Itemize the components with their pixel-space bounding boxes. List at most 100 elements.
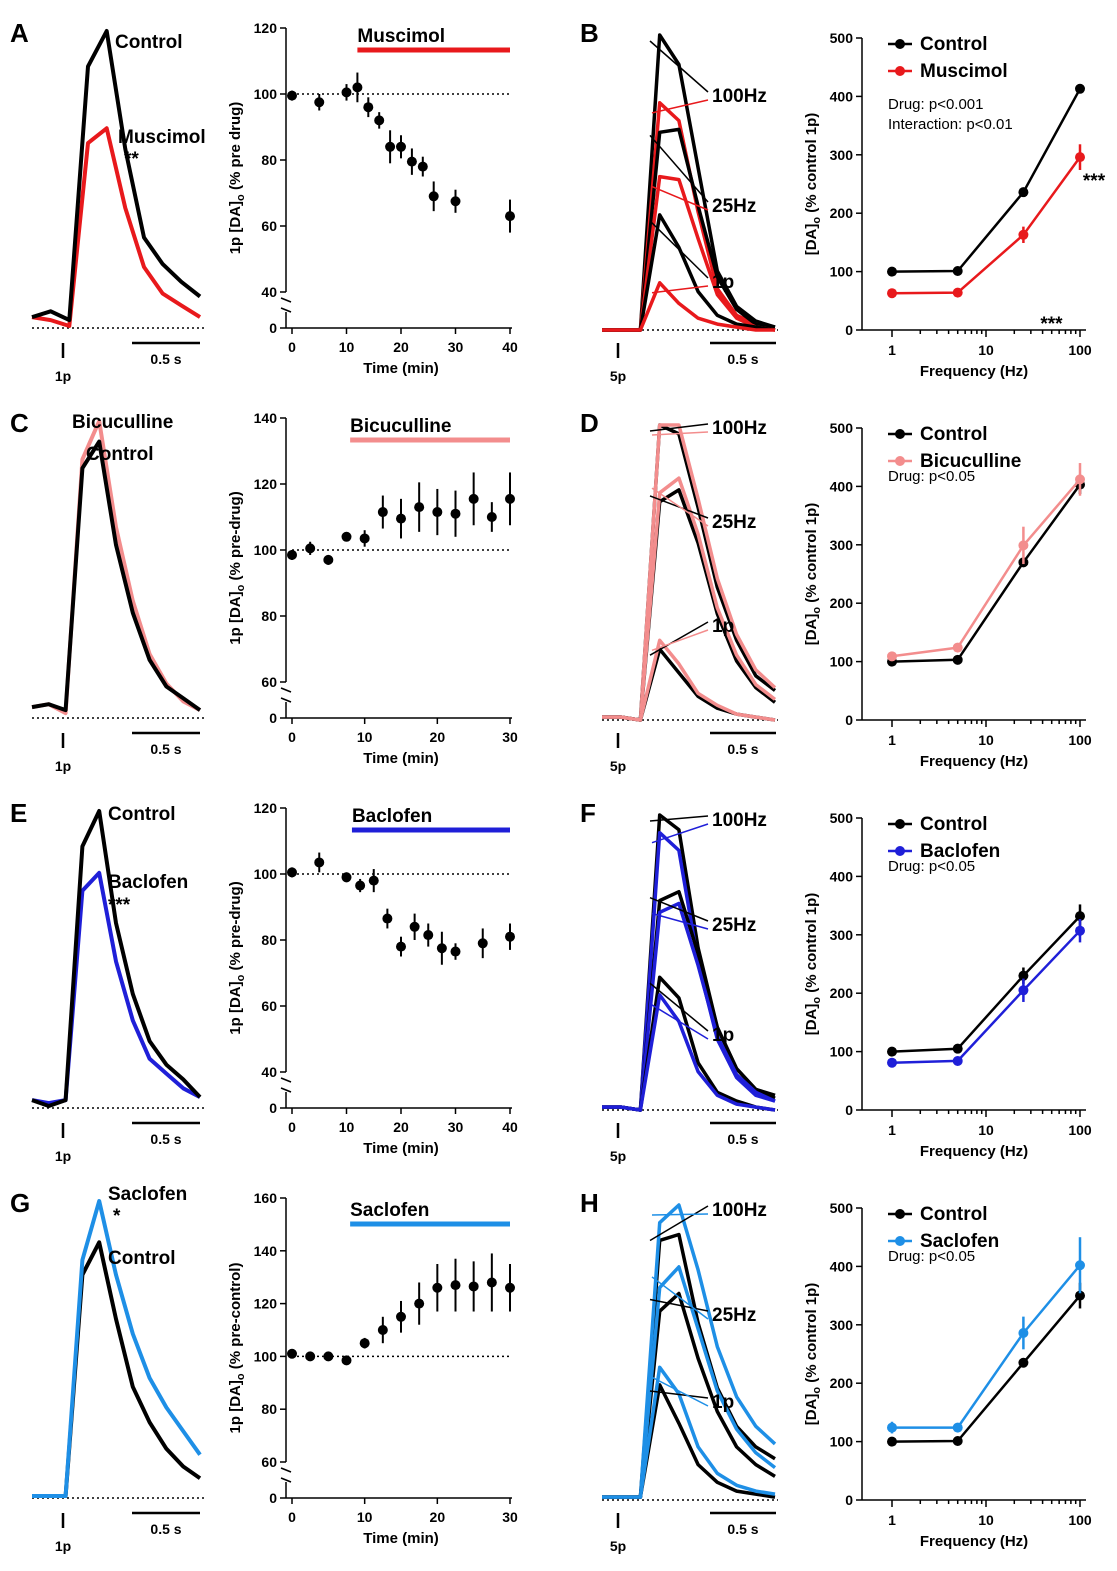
- trace5-drug-1p: [602, 1365, 776, 1499]
- timecourse-point: [505, 931, 515, 942]
- trace1-drug-label: Muscimol: [118, 127, 206, 148]
- ylabel-subscript: o: [811, 1387, 823, 1394]
- trace5-stim-label: 5p: [610, 368, 626, 384]
- timecourse-point: [468, 1281, 479, 1292]
- freq-point: [1018, 1327, 1029, 1338]
- timecourse-ytick-label: 120: [254, 20, 278, 36]
- timecourse-point: [323, 1351, 334, 1362]
- ylabel-subscript: o: [811, 607, 823, 614]
- ylabel-subscript: o: [235, 974, 247, 981]
- timecourse-ytick-label: 100: [254, 542, 278, 558]
- freq-xtick-label: 100: [1068, 342, 1092, 358]
- timecourse-point: [450, 196, 461, 207]
- freq-point: [887, 651, 897, 662]
- freq-ylabel: [DA]o (% control 1p): [803, 893, 823, 1036]
- freq-point: [1075, 925, 1085, 936]
- timecourse-point: [341, 531, 352, 542]
- trace1-control-label: Control: [108, 1248, 176, 1269]
- timecourse-point: [436, 943, 447, 954]
- trace5-label-100Hz: 100Hz: [712, 1200, 767, 1221]
- timecourse-point: [352, 82, 363, 93]
- ylabel-prefix: 1p [DA]: [227, 591, 244, 644]
- timecourse-point: [377, 507, 388, 518]
- freq-xlabel: Frequency (Hz): [920, 753, 1028, 770]
- timecourse-xtick-label: 30: [448, 339, 464, 355]
- trace5-pointer-drug: [651, 629, 709, 652]
- timecourse-ytick-zero-label: 0: [269, 320, 277, 336]
- ylabel-subscript: o: [235, 194, 247, 201]
- freq-legend-swatch: [895, 846, 905, 856]
- timecourse-point: [396, 941, 406, 952]
- trace5-pointer-control: [649, 815, 709, 822]
- panel-letter-F: F: [580, 798, 596, 828]
- timecourse-xtick-label: 0: [288, 1509, 296, 1525]
- timecourse-xtick-label: 0: [288, 1119, 296, 1135]
- timecourse-ytick-label: 160: [254, 1190, 278, 1206]
- freq-xlabel: Frequency (Hz): [920, 1533, 1028, 1550]
- timecourse-xtick-label: 40: [502, 339, 518, 355]
- freq-point: [952, 266, 963, 277]
- freq-ytick-label: 200: [830, 985, 854, 1001]
- trace1-control-label: Control: [115, 32, 183, 53]
- freq-point: [1075, 152, 1085, 163]
- timecourse-xtick-label: 0: [288, 339, 296, 355]
- panel-letter-E: E: [10, 798, 27, 828]
- trace1-drug-label: Bicuculline: [72, 412, 173, 433]
- freq-point: [887, 1046, 897, 1057]
- trace5-control-100Hz: [602, 33, 776, 332]
- ylabel-prefix: [DA]: [803, 1394, 820, 1426]
- panel-letter-B: B: [580, 18, 599, 48]
- timecourse-ytick-label: 60: [261, 218, 277, 234]
- timecourse-point: [341, 1355, 352, 1366]
- timecourse-ytick-zero-label: 0: [269, 1100, 277, 1116]
- freq-point: [1075, 1290, 1085, 1301]
- freq-legend-label: Muscimol: [920, 61, 1008, 82]
- timecourse-ytick-label: 60: [261, 998, 277, 1014]
- trace5-pointer-control: [649, 621, 709, 656]
- freq-legend-label: Baclofen: [920, 841, 1000, 862]
- freq-legend-swatch: [895, 1236, 905, 1246]
- freq-point: [887, 266, 897, 277]
- freq-line-Saclofen: [892, 1264, 1081, 1429]
- freq-point: [952, 1436, 963, 1447]
- trace5-scale-label: 0.5 s: [727, 1521, 758, 1537]
- freq-xtick-label: 100: [1068, 1512, 1092, 1528]
- trace5-label-1p: 1p: [712, 1025, 734, 1046]
- freq-legend-swatch: [895, 66, 905, 76]
- trace1-control-line: [31, 439, 202, 713]
- trace5-pointer-control: [649, 982, 709, 1032]
- timecourse-point: [414, 1298, 425, 1309]
- freq-point: [1075, 911, 1085, 922]
- trace5-control-100Hz: [602, 813, 776, 1112]
- panel-letter-A: A: [10, 18, 29, 48]
- freq-point: [952, 642, 963, 653]
- trace5-pointer-control: [649, 40, 709, 93]
- timecourse-point: [432, 507, 443, 518]
- ylabel-suffix: (% pre-drug): [227, 491, 244, 584]
- timecourse-xtick-label: 30: [502, 729, 518, 745]
- timecourse-y-break-1: [280, 687, 292, 693]
- trace5-pointer-control: [649, 134, 709, 203]
- freq-point: [1018, 985, 1029, 996]
- freq-stat: Drug: p<0.05: [888, 1248, 975, 1265]
- freq-point: [1075, 474, 1085, 485]
- timecourse-drug-label: Baclofen: [352, 806, 432, 827]
- timecourse-ytick-label: 120: [254, 1296, 278, 1312]
- timecourse-point: [468, 493, 479, 504]
- trace5-drug-1p: [602, 638, 776, 722]
- timecourse-point: [432, 1282, 443, 1293]
- trace5-pointer-drug: [651, 99, 709, 114]
- timecourse-point: [417, 161, 428, 172]
- timecourse-drug-label: Saclofen: [350, 1200, 429, 1221]
- ylabel-prefix: [DA]: [803, 224, 820, 256]
- timecourse-xlabel: Time (min): [363, 1530, 439, 1547]
- trace1-drug-label: Baclofen: [108, 872, 188, 893]
- timecourse-point: [368, 875, 379, 886]
- freq-legend-label: Control: [920, 424, 988, 445]
- freq-ytick-label: 400: [830, 1258, 854, 1274]
- trace5-stim-label: 5p: [610, 1148, 626, 1164]
- trace5-pointer-drug: [651, 823, 709, 844]
- trace5-scale-label: 0.5 s: [727, 741, 758, 757]
